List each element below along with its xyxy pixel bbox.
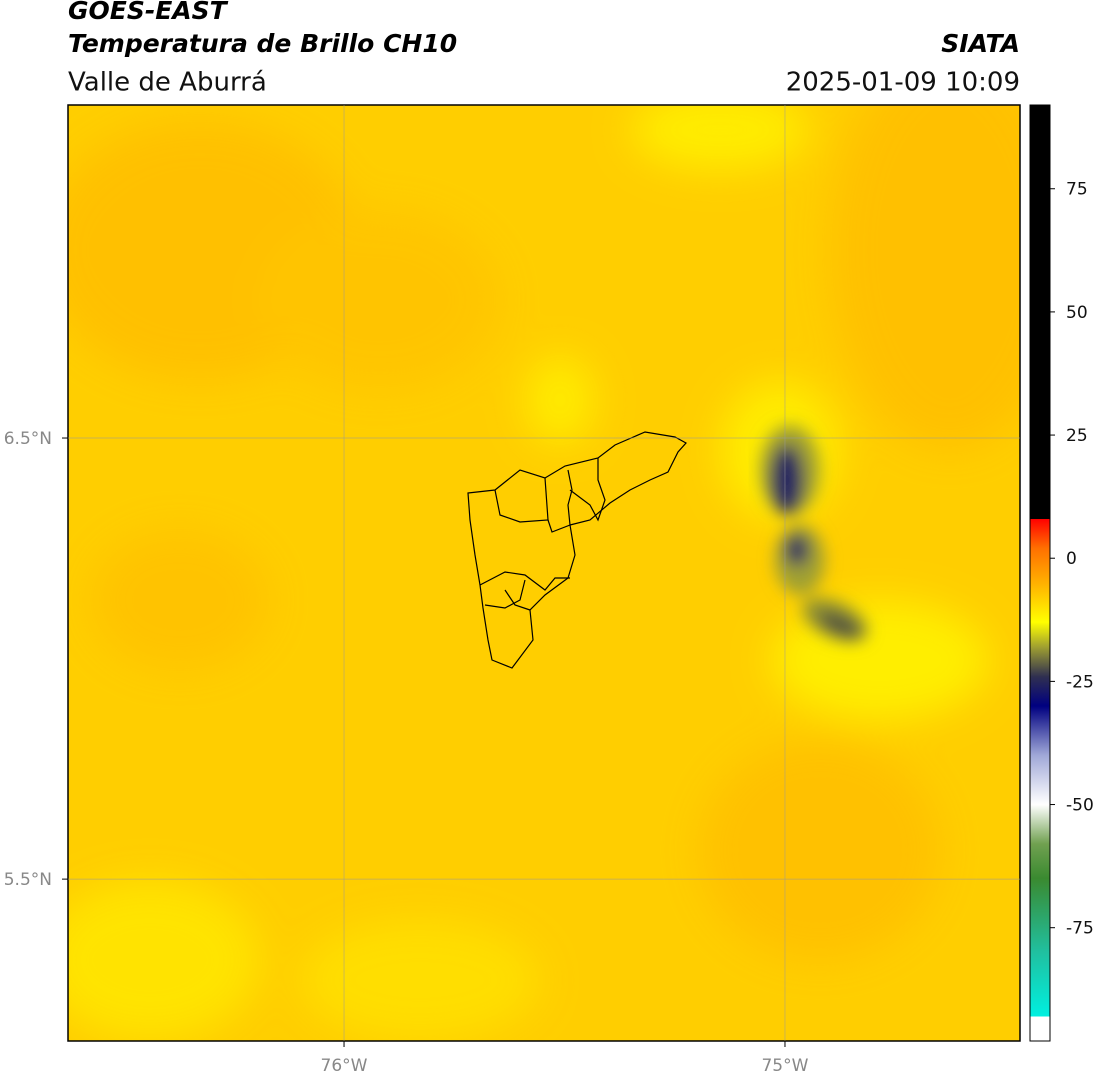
y-tick-label: 6.5°N xyxy=(4,429,52,449)
x-tick-label: 75°W xyxy=(761,1056,808,1076)
municipality-outlines xyxy=(467,431,687,669)
source-title: SIATA xyxy=(941,29,1020,58)
colorbar-tick-label: 25 xyxy=(1066,426,1088,446)
x-tick-label: 76°W xyxy=(321,1056,368,1076)
colorbar-tick-label: -25 xyxy=(1066,672,1094,692)
colorbar-tick-label: -75 xyxy=(1066,919,1094,939)
map-frame xyxy=(67,104,1021,1042)
colorbar-tick-label: 75 xyxy=(1066,180,1088,200)
colorbar xyxy=(1029,104,1051,1042)
colorbar-tick-label: -50 xyxy=(1066,796,1094,816)
map-field xyxy=(68,105,1020,1041)
y-tick-label: 5.5°N xyxy=(4,870,52,890)
product-title: Temperatura de Brillo CH10 xyxy=(68,29,457,58)
colorbar-tick-label: 0 xyxy=(1066,549,1077,569)
region-title: Valle de Aburrá xyxy=(68,68,267,98)
datetime-title: 2025-01-09 10:09 xyxy=(786,68,1020,98)
colorbar-tick-label: 50 xyxy=(1066,303,1088,323)
satellite-title: GOES-EAST xyxy=(68,0,229,25)
